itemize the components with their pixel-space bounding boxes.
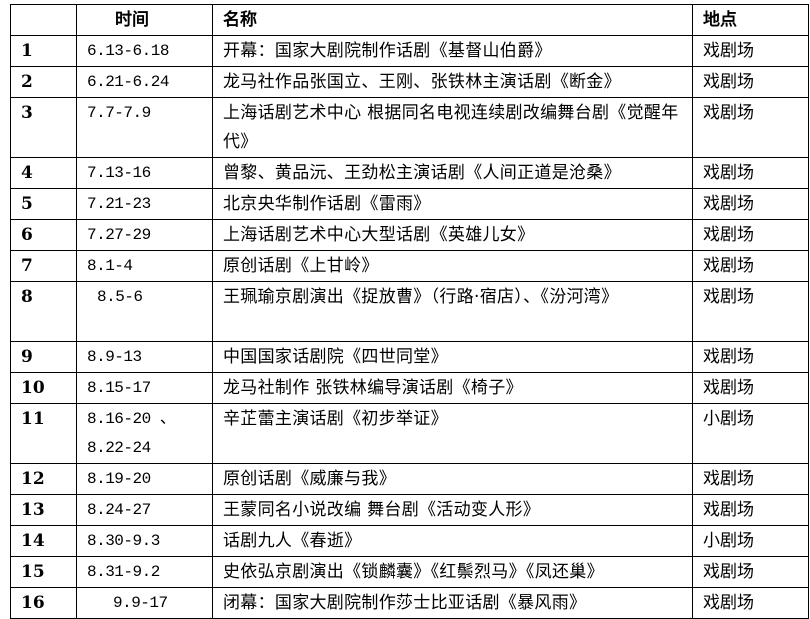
table-row: 10 8.15-17 龙马社制作 张铁林编导演话剧《椅子》 戏剧场 bbox=[10, 372, 809, 404]
row-number: 2 bbox=[10, 66, 77, 98]
table-row: 4 7.13-16 曾黎、黄品沅、王劲松主演话剧《人间正道是沧桑》 戏剧场 bbox=[10, 157, 809, 189]
header-number bbox=[10, 4, 77, 36]
row-venue: 戏剧场 bbox=[692, 341, 809, 373]
row-number: 9 bbox=[10, 341, 77, 373]
row-date: 7.21-23 bbox=[76, 188, 213, 220]
row-date: 8.9-13 bbox=[76, 341, 213, 373]
row-name: 话剧九人《春逝》 bbox=[212, 525, 693, 557]
row-name: 王蒙同名小说改编 舞台剧《活动变人形》 bbox=[212, 494, 693, 526]
row-date: 9.9-17 bbox=[76, 587, 213, 619]
row-name: 原创话剧《上甘岭》 bbox=[212, 250, 693, 282]
row-name: 龙马社制作 张铁林编导演话剧《椅子》 bbox=[212, 372, 693, 404]
row-name: 龙马社作品张国立、王刚、张铁林主演话剧《断金》 bbox=[212, 66, 693, 98]
row-date: 8.16-20 、 8.22-24 bbox=[76, 403, 213, 464]
table-row: 8 8.5-6 王珮瑜京剧演出《捉放曹》（行路·宿店）、《汾河湾》 戏剧场 bbox=[10, 281, 809, 342]
row-number: 16 bbox=[10, 587, 77, 619]
row-number: 10 bbox=[10, 372, 77, 404]
header-row: 时间 名称 地点 bbox=[10, 4, 809, 36]
row-number: 4 bbox=[10, 157, 77, 189]
row-venue: 戏剧场 bbox=[692, 463, 809, 495]
row-venue: 戏剧场 bbox=[692, 157, 809, 189]
row-date: 8.24-27 bbox=[76, 494, 213, 526]
row-name: 开幕：国家大剧院制作话剧《基督山伯爵》 bbox=[212, 35, 693, 67]
row-name: 原创话剧《威廉与我》 bbox=[212, 463, 693, 495]
row-number: 1 bbox=[10, 35, 77, 67]
row-number: 3 bbox=[10, 97, 77, 158]
row-venue: 戏剧场 bbox=[692, 188, 809, 220]
header-time: 时间 bbox=[76, 4, 213, 36]
row-number: 15 bbox=[10, 556, 77, 588]
row-name: 曾黎、黄品沅、王劲松主演话剧《人间正道是沧桑》 bbox=[212, 157, 693, 189]
row-date: 7.27-29 bbox=[76, 219, 213, 251]
row-venue: 戏剧场 bbox=[692, 97, 809, 158]
table-row: 5 7.21-23 北京央华制作话剧《雷雨》 戏剧场 bbox=[10, 188, 809, 220]
row-name: 上海话剧艺术中心大型话剧《英雄儿女》 bbox=[212, 219, 693, 251]
table-row: 15 8.31-9.2 史依弘京剧演出《锁麟囊》《红鬃烈马》《凤还巢》 戏剧场 bbox=[10, 556, 809, 588]
row-venue: 戏剧场 bbox=[692, 250, 809, 282]
header-name: 名称 bbox=[212, 4, 693, 36]
row-name: 中国国家话剧院《四世同堂》 bbox=[212, 341, 693, 373]
table-row: 12 8.19-20 原创话剧《威廉与我》 戏剧场 bbox=[10, 463, 809, 495]
table-row: 11 8.16-20 、 8.22-24 辛芷蕾主演话剧《初步举证》 小剧场 bbox=[10, 403, 809, 464]
row-date: 8.5-6 bbox=[76, 281, 213, 342]
row-date: 7.13-16 bbox=[76, 157, 213, 189]
table-row: 13 8.24-27 王蒙同名小说改编 舞台剧《活动变人形》 戏剧场 bbox=[10, 494, 809, 526]
row-date: 8.19-20 bbox=[76, 463, 213, 495]
row-name: 上海话剧艺术中心 根据同名电视连续剧改编舞台剧《觉醒年代》 bbox=[212, 97, 693, 158]
table-row: 16 9.9-17 闭幕：国家大剧院制作莎士比亚话剧《暴风雨》 戏剧场 bbox=[10, 587, 809, 619]
row-name: 辛芷蕾主演话剧《初步举证》 bbox=[212, 403, 693, 464]
table-row: 7 8.1-4 原创话剧《上甘岭》 戏剧场 bbox=[10, 250, 809, 282]
row-date: 8.15-17 bbox=[76, 372, 213, 404]
row-venue: 戏剧场 bbox=[692, 219, 809, 251]
row-name: 史依弘京剧演出《锁麟囊》《红鬃烈马》《凤还巢》 bbox=[212, 556, 693, 588]
table-row: 1 6.13-6.18 开幕：国家大剧院制作话剧《基督山伯爵》 戏剧场 bbox=[10, 35, 809, 67]
row-number: 7 bbox=[10, 250, 77, 282]
row-number: 14 bbox=[10, 525, 77, 557]
schedule-table: 时间 名称 地点 1 6.13-6.18 开幕：国家大剧院制作话剧《基督山伯爵》 戏剧… bbox=[10, 4, 809, 619]
row-venue: 小剧场 bbox=[692, 403, 809, 464]
row-number: 13 bbox=[10, 494, 77, 526]
row-date: 8.1-4 bbox=[76, 250, 213, 282]
row-venue: 戏剧场 bbox=[692, 281, 809, 342]
row-number: 5 bbox=[10, 188, 77, 220]
row-date: 6.21-6.24 bbox=[76, 66, 213, 98]
row-number: 11 bbox=[10, 403, 77, 464]
table-row: 14 8.30-9.3 话剧九人《春逝》 小剧场 bbox=[10, 525, 809, 557]
header-venue: 地点 bbox=[692, 4, 809, 36]
row-name: 王珮瑜京剧演出《捉放曹》（行路·宿店）、《汾河湾》 bbox=[212, 281, 693, 342]
table-row: 3 7.7-7.9 上海话剧艺术中心 根据同名电视连续剧改编舞台剧《觉醒年代》 戏剧场 bbox=[10, 97, 809, 158]
row-name: 北京央华制作话剧《雷雨》 bbox=[212, 188, 693, 220]
row-date: 6.13-6.18 bbox=[76, 35, 213, 67]
row-venue: 戏剧场 bbox=[692, 587, 809, 619]
row-venue: 戏剧场 bbox=[692, 556, 809, 588]
table-row: 9 8.9-13 中国国家话剧院《四世同堂》 戏剧场 bbox=[10, 341, 809, 373]
table-row: 6 7.27-29 上海话剧艺术中心大型话剧《英雄儿女》 戏剧场 bbox=[10, 219, 809, 251]
table-row: 2 6.21-6.24 龙马社作品张国立、王刚、张铁林主演话剧《断金》 戏剧场 bbox=[10, 66, 809, 98]
row-number: 6 bbox=[10, 219, 77, 251]
row-date: 8.31-9.2 bbox=[76, 556, 213, 588]
row-venue: 戏剧场 bbox=[692, 372, 809, 404]
row-date: 7.7-7.9 bbox=[76, 97, 213, 158]
row-number: 12 bbox=[10, 463, 77, 495]
row-number: 8 bbox=[10, 281, 77, 342]
row-venue: 戏剧场 bbox=[692, 66, 809, 98]
row-venue: 小剧场 bbox=[692, 525, 809, 557]
row-venue: 戏剧场 bbox=[692, 494, 809, 526]
row-date: 8.30-9.3 bbox=[76, 525, 213, 557]
row-name: 闭幕：国家大剧院制作莎士比亚话剧《暴风雨》 bbox=[212, 587, 693, 619]
row-venue: 戏剧场 bbox=[692, 35, 809, 67]
